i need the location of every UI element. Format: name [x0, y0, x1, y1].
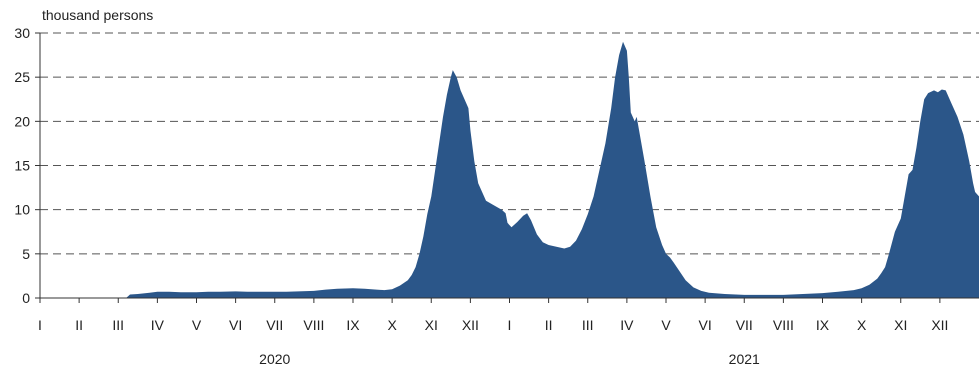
x-tick-label: VII: [736, 317, 753, 333]
x-tick-label: X: [387, 317, 397, 333]
x-tick-label: I: [38, 317, 42, 333]
x-tick-label: IV: [620, 317, 634, 333]
x-tick-label: V: [192, 317, 202, 333]
x-tick-label: VI: [699, 317, 712, 333]
x-tick-label: VI: [229, 317, 242, 333]
x-tick-label: XI: [894, 317, 907, 333]
year-label: 2021: [729, 351, 760, 367]
year-labels: 2020 2021: [259, 351, 760, 367]
x-tick-label: IX: [346, 317, 360, 333]
gridlines: [40, 32, 979, 255]
series-area: [126, 41, 979, 298]
x-tick-label: XII: [462, 317, 479, 333]
x-tick-label: III: [582, 317, 594, 333]
x-tick-label: II: [545, 317, 553, 333]
x-tick-label: III: [112, 317, 124, 333]
y-tick-label: 20: [14, 113, 30, 129]
x-tick-label: XII: [931, 317, 948, 333]
x-tick-label: V: [661, 317, 671, 333]
x-tick-label: VIII: [773, 317, 794, 333]
y-tick-label: 15: [14, 158, 30, 174]
y-tick-label: 10: [14, 202, 30, 218]
y-tick-label: 25: [14, 69, 30, 85]
x-tick-label: IV: [151, 317, 165, 333]
x-axis: I II III IV V VI VII VIII IX X XI XII I II III IV V VI VII…: [38, 297, 979, 333]
x-tick-label: IX: [816, 317, 830, 333]
y-tick-label: 5: [22, 246, 30, 262]
x-tick-label: I: [508, 317, 512, 333]
x-tick-label: VIII: [303, 317, 324, 333]
y-tick-label: 30: [14, 25, 30, 41]
x-tick-label: X: [857, 317, 867, 333]
x-tick-label: XI: [425, 317, 438, 333]
y-unit-label: thousand persons: [42, 7, 153, 23]
x-tick-label: VII: [266, 317, 283, 333]
x-tick-label: II: [75, 317, 83, 333]
y-axis-ticks: 0 5 10 15 20 25 30: [14, 25, 41, 306]
y-tick-label: 0: [22, 290, 30, 306]
year-label: 2020: [259, 351, 290, 367]
